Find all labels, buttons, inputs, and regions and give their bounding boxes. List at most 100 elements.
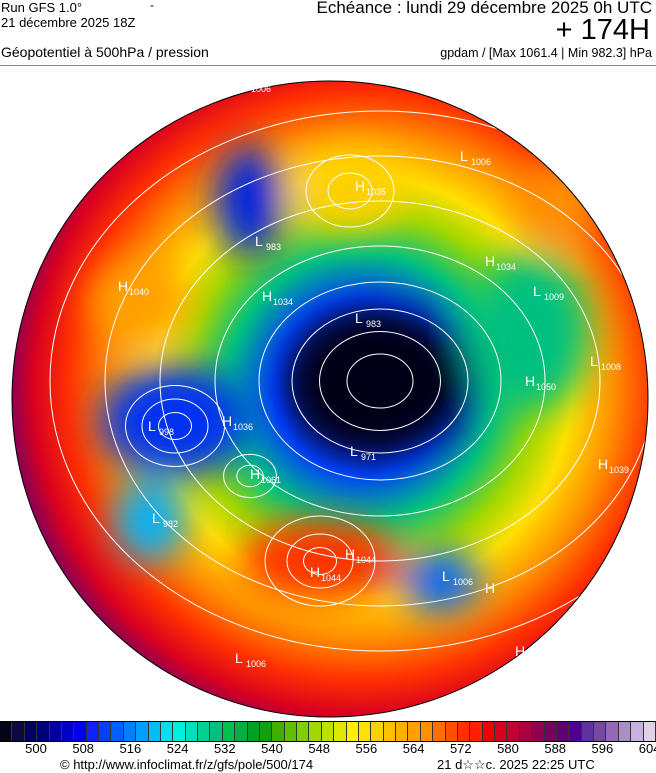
isobar (49, 110, 648, 652)
pressure-value: 983 (366, 319, 381, 329)
generation-time: 21 d☆☆c. 2025 22:25 UTC (437, 757, 595, 772)
colorbar-cell (0, 722, 13, 741)
pressure-value: 1044 (321, 573, 341, 583)
pressure-value: 998 (159, 427, 174, 437)
colorbar-cell (569, 722, 582, 741)
colorbar-cell (297, 722, 310, 741)
variable-title: Géopotentiel à 500hPa / pression (1, 44, 209, 60)
units-and-extremes: gpdam / [Max 1061.4 | Min 982.3] hPa (440, 46, 652, 60)
pressure-value: 1006 (453, 577, 473, 587)
copyright-url[interactable]: © http://www.infoclimat.fr/z/gfs/pole/50… (60, 757, 314, 772)
high-pressure-marker: H (485, 580, 495, 596)
colorbar-cell (358, 722, 372, 741)
high-pressure-marker: H (345, 546, 355, 562)
colorbar-cell (74, 722, 87, 741)
map-border (11, 80, 649, 718)
colorbar-cell (396, 722, 409, 741)
forecast-valid-time: Echéance : lundi 29 décembre 2025 0h UTC (316, 0, 652, 17)
colorbar-cell (606, 722, 619, 741)
high-pressure-marker: H (515, 643, 525, 659)
pressure-value: 1050 (536, 382, 556, 392)
colorbar-cell (445, 722, 458, 741)
colorbar-cell (594, 722, 607, 741)
isobar (258, 281, 502, 481)
pressure-value: 1034 (496, 262, 516, 272)
pressure-value: 1035 (366, 187, 386, 197)
isobar (104, 155, 648, 607)
colorbar-cell (346, 722, 359, 741)
isobar (303, 547, 337, 575)
colorbar-tick-label: 596 (591, 741, 614, 756)
colorbar-cell (643, 722, 656, 741)
colorbar (0, 721, 656, 742)
colorbar-tick-label: 564 (402, 741, 425, 756)
pressure-value: 1008 (601, 362, 621, 372)
colorbar-cell (420, 722, 434, 741)
pressure-value: 1044 (356, 555, 376, 565)
isobar (286, 533, 354, 589)
colorbar-tick-label: 532 (213, 741, 236, 756)
colorbar-cell (123, 722, 137, 741)
colorbar-cell (371, 722, 384, 741)
colorbar-tick-label: 508 (72, 741, 95, 756)
low-pressure-marker: L (460, 148, 468, 164)
colorbar-cell (470, 722, 483, 741)
low-pressure-marker: L (533, 283, 541, 299)
colorbar-cell (173, 722, 186, 741)
colorbar-cell (457, 722, 471, 741)
colorbar-cell (210, 722, 223, 741)
run-label: Run GFS 1.0° (1, 0, 83, 15)
colorbar-cell (185, 722, 198, 741)
pressure-value: 1034 (273, 297, 293, 307)
colorbar-cell (111, 722, 124, 741)
low-pressure-marker: L (350, 443, 358, 459)
colorbar-cell (136, 722, 149, 741)
colorbar-tick-label: 580 (497, 741, 519, 756)
colorbar-cell (247, 722, 260, 741)
colorbar-cell (544, 722, 557, 741)
colorbar-cell (321, 722, 335, 741)
colorbar-tick-label: 604 (638, 741, 656, 756)
colorbar-cell (495, 722, 508, 741)
colorbar-cell (408, 722, 421, 741)
colorbar-tick-label: 516 (119, 741, 142, 756)
colorbar-cell (198, 722, 211, 741)
pressure-value: 1006 (246, 659, 266, 669)
isobar (346, 353, 414, 409)
isobar (319, 331, 441, 431)
isobar (214, 245, 546, 517)
isobar (223, 453, 277, 499)
pressure-value: 1006 (471, 157, 491, 167)
isobar (236, 464, 264, 488)
low-pressure-marker: L (152, 510, 160, 526)
low-pressure-marker: L (355, 310, 363, 326)
colorbar-cell (507, 722, 520, 741)
isobar (327, 172, 373, 210)
pressure-value: 1006 (251, 84, 271, 94)
colorbar-cell (383, 722, 396, 741)
pressure-value: 982 (163, 519, 178, 529)
pressure-value: 1036 (233, 422, 253, 432)
low-pressure-marker: L (235, 650, 243, 666)
pressure-value: 983 (266, 242, 281, 252)
colorbar-cell (482, 722, 495, 741)
polar-map: L 1006 L 1006 H 1035 L 983 H 1034 H 1040 H 1034 L 1009 L… (0, 65, 656, 720)
colorbar-cell (235, 722, 248, 741)
colorbar-tick-label: 548 (308, 741, 331, 756)
colorbar-cell (433, 722, 446, 741)
colorbar-tick-label: 572 (449, 741, 472, 756)
colorbar-cell (532, 722, 545, 741)
colorbar-cell (12, 722, 25, 741)
colorbar-cell (581, 722, 594, 741)
low-pressure-marker: L (442, 568, 450, 584)
colorbar-tick-label: 540 (261, 741, 283, 756)
low-pressure-marker: L (545, 636, 553, 652)
colorbar-cell (37, 722, 50, 741)
isobar (291, 308, 469, 454)
low-pressure-marker: L (148, 418, 156, 434)
run-date: 21 décembre 2025 18Z (1, 15, 136, 30)
colorbar-cell (49, 722, 62, 741)
colorbar-cell (160, 722, 174, 741)
high-pressure-marker: H (525, 373, 535, 389)
